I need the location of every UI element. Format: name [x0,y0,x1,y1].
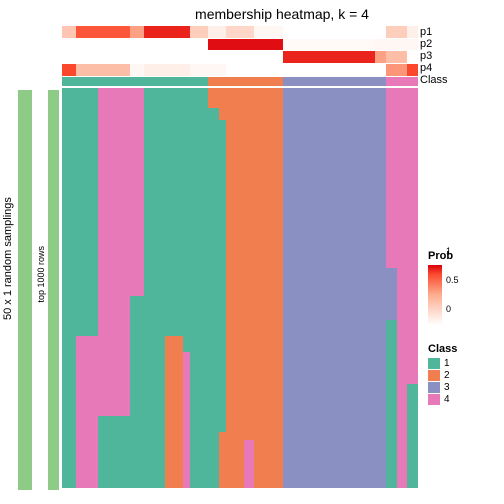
heatmap-column [190,88,208,488]
heatmap-column [76,88,97,488]
class-label: 4 [444,394,450,405]
annotation-row-class [62,77,418,86]
class-legend: Class 1234 [428,343,457,405]
row-label-inner: top 1000 rows [36,246,46,303]
row-label-outer: 50 x 1 random samplings [2,179,16,339]
heatmap-column [283,88,386,488]
heatmap-column [219,88,226,488]
class-label: 2 [444,370,450,381]
class-label: 1 [444,358,450,369]
heatmap-column [254,88,282,488]
class-legend-item: 1 [428,358,457,369]
heatmap-column [165,88,183,488]
annotation-label: p2 [420,38,448,50]
top-annotations [62,26,418,86]
prob-tick: 0.5 [446,275,459,285]
class-swatch [428,370,440,381]
row-anno-inner-bar [48,90,59,490]
heatmap-column [397,88,408,488]
prob-tick: 1 [446,246,459,256]
annotation-label: p3 [420,50,448,62]
class-label: 3 [444,382,450,393]
heatmap-column [407,88,418,488]
annotation-row-p4 [62,64,418,76]
annotation-row-labels: p1p2p3p4Class [420,26,448,86]
heatmap-column [144,88,165,488]
heatmap-column [226,88,244,488]
class-legend-item: 3 [428,382,457,393]
row-anno-outer-bar [18,90,32,490]
annotation-row-p3 [62,51,418,63]
left-annotation-area: 50 x 1 random samplings top 1000 rows [2,26,60,492]
annotation-label: p4 [420,62,448,74]
class-legend-title: Class [428,343,457,355]
class-legend-item: 2 [428,370,457,381]
annotation-label: Class [420,74,448,86]
class-legend-item: 4 [428,394,457,405]
heatmap-area [62,26,418,492]
prob-colorbar [428,265,442,325]
class-swatch [428,382,440,393]
class-swatch [428,394,440,405]
prob-tick: 0 [446,304,459,314]
prob-ticks: 10.50 [446,246,459,314]
class-swatch [428,358,440,369]
heatmap-column [130,88,144,488]
legends-area: Prob 10.50 Class 1234 [428,250,457,406]
heatmap-column [386,88,397,488]
heatmap-column [208,88,219,488]
annotation-row-p1 [62,26,418,38]
heatmap-column [98,88,130,488]
annotation-row-p2 [62,39,418,51]
heatmap-body [62,88,418,488]
heatmap-column [244,88,255,488]
main-heatmap [62,88,418,488]
annotation-label: p1 [420,26,448,38]
chart-title: membership heatmap, k = 4 [0,0,504,22]
heatmap-column [183,88,190,488]
heatmap-column [62,88,76,488]
